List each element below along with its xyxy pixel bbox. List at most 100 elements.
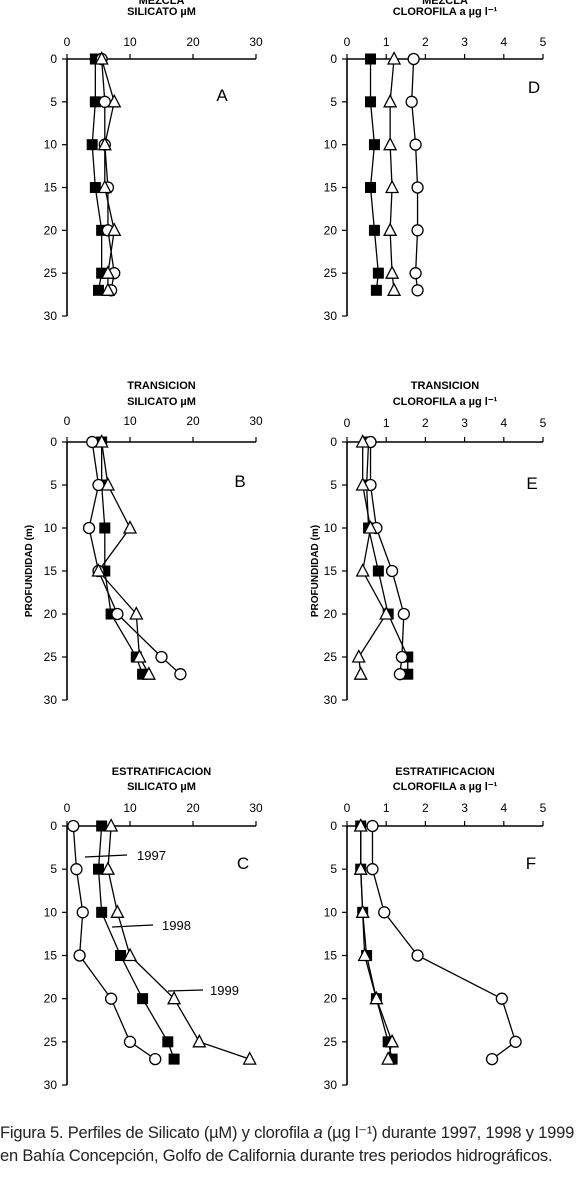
data-point-triangle-depth-5 [355, 477, 370, 491]
data-point-triangle-depth-15 [122, 947, 138, 962]
data-point-triangle-depth-20 [383, 222, 398, 236]
x-tick-label-30: 30 [249, 414, 263, 428]
data-point-circle-depth-27 [393, 668, 407, 681]
y-tick-label-0: 0 [50, 819, 57, 833]
data-point-triangle-depth-10 [110, 904, 125, 918]
series-line-circle [371, 826, 517, 1060]
y-tick-label-20: 20 [324, 223, 338, 237]
data-point-triangle-depth-5 [107, 93, 122, 108]
data-point-square-depth-5 [89, 96, 101, 108]
x-tick-label-0: 0 [64, 35, 71, 49]
y-axis-title: PROFUNDIDAD (m) [24, 525, 35, 617]
x-tick-label-3: 3 [461, 35, 468, 49]
y-axis-title: PROFUNDIDAD (m) [310, 525, 321, 617]
x-tick-label-0: 0 [344, 35, 351, 49]
data-point-triangle-depth-10 [355, 904, 370, 918]
x-tick-label-3: 3 [461, 416, 468, 430]
data-point-square-depth-0 [89, 53, 101, 65]
data-point-circle-depth-15 [411, 181, 424, 194]
x-tick-label-0: 0 [64, 414, 71, 428]
x-tick-label-1: 1 [383, 35, 390, 49]
data-point-triangle-depth-0 [355, 434, 370, 448]
panel-label-b: B [234, 472, 245, 491]
panel-d-title-2: CLOROFILA a µg l⁻¹ [393, 6, 498, 18]
data-point-circle-depth-10 [82, 521, 96, 535]
x-tick-label-1: 1 [383, 416, 390, 430]
x-tick-label-10: 10 [123, 801, 137, 815]
panel-e-title-1: TRANSICION [411, 380, 480, 392]
data-point-triangle-depth-25 [132, 649, 147, 663]
x-tick-label-4: 4 [500, 416, 507, 430]
data-point-circle-depth-27 [149, 1052, 162, 1066]
y-tick-label-10: 10 [324, 138, 338, 152]
data-point-square-depth-15 [89, 182, 101, 193]
x-tick-label-0: 0 [64, 801, 71, 815]
panel-b: TRANSICION SILICATO µM 0 10 20 30 0 5 10 15 20 25 30… [24, 380, 263, 707]
data-point-circle-depth-25 [395, 650, 409, 664]
x-tick-label-20: 20 [186, 35, 200, 49]
data-point-circle-depth-10 [378, 906, 391, 919]
y-tick-label-30: 30 [324, 309, 338, 323]
annotation-year-1998: 1998 [162, 918, 191, 933]
data-point-circle-depth-0 [67, 819, 80, 833]
x-tick-label-2: 2 [422, 801, 429, 815]
data-point-triangle-depth-25 [192, 1033, 207, 1048]
data-point-square-depth-25 [162, 1036, 174, 1048]
data-point-circle-depth-25 [123, 1035, 137, 1048]
data-point-triangle-depth-15 [385, 179, 400, 194]
data-point-triangle-depth-10 [363, 520, 378, 534]
x-tick-label-4: 4 [500, 801, 507, 815]
panel-label-c: C [237, 854, 249, 873]
data-point-circle-depth-27 [485, 1052, 499, 1066]
data-point-circle-depth-25 [409, 267, 422, 280]
x-tick-label-10: 10 [123, 35, 137, 49]
x-tick-label-4: 4 [500, 35, 507, 49]
y-tick-label-25: 25 [44, 1035, 58, 1049]
data-point-square-depth-25 [372, 267, 384, 279]
data-point-circle-depth-10 [76, 906, 89, 919]
y-tick-label-30: 30 [44, 1078, 58, 1092]
x-tick-label-0: 0 [344, 801, 351, 815]
caption-suffix: (µg l⁻¹) durante 1997, 1998 y 1999 en Ba… [0, 1124, 575, 1165]
caption-prefix: Figura 5. Perfiles de Silicato (µM) y cl… [0, 1124, 314, 1142]
panel-b-title-2: SILICATO µM [127, 396, 196, 408]
y-tick-label-25: 25 [324, 1035, 338, 1049]
y-tick-label-25: 25 [44, 650, 58, 664]
data-point-triangle-depth-0 [386, 51, 402, 65]
data-point-square-depth-20 [368, 224, 380, 236]
data-point-circle-depth-20 [104, 992, 118, 1005]
y-tick-label-10: 10 [44, 138, 58, 152]
panel-a-title-2: SILICATO µM [127, 6, 196, 18]
data-point-circle-depth-15 [73, 949, 86, 962]
panel-c-title-2: SILICATO µM [127, 781, 196, 793]
y-tick-label-5: 5 [50, 862, 57, 876]
y-tick-label-30: 30 [324, 693, 338, 707]
data-point-square-depth-15 [99, 565, 111, 577]
panel-e: TRANSICION CLOROFILA a µg l⁻¹ 0 1 2 3 4 5 0 5 10 15… [310, 380, 547, 707]
y-tick-label-15: 15 [44, 181, 58, 195]
data-point-triangle-depth-27 [386, 282, 402, 296]
panel-label-a: A [216, 86, 228, 105]
data-point-triangle-depth-0 [353, 818, 368, 832]
data-point-circle-depth-25 [155, 650, 168, 664]
y-tick-label-10: 10 [324, 905, 338, 919]
y-tick-label-20: 20 [44, 607, 58, 621]
x-tick-label-30: 30 [249, 801, 263, 815]
figure-caption: Figura 5. Perfiles de Silicato (µM) y cl… [0, 1122, 580, 1168]
caption-italic-a: a [313, 1124, 323, 1142]
y-tick-label-10: 10 [44, 905, 58, 919]
data-point-triangle-depth-0 [104, 818, 119, 832]
data-point-triangle-depth-5 [100, 861, 116, 875]
annotation-year-1997: 1997 [137, 848, 166, 863]
y-tick-label-20: 20 [324, 992, 338, 1006]
data-point-triangle-depth-25 [385, 1033, 400, 1048]
data-point-triangle-depth-10 [122, 520, 138, 534]
x-tick-label-20: 20 [186, 801, 200, 815]
series-line-triangle [97, 441, 150, 675]
data-point-triangle-depth-20 [379, 606, 394, 620]
panel-label-d: D [528, 78, 540, 97]
data-point-triangle-depth-25 [100, 265, 116, 279]
data-point-triangle-depth-15 [355, 563, 370, 577]
x-tick-label-2: 2 [422, 35, 429, 49]
data-point-square-depth-10 [368, 139, 380, 151]
